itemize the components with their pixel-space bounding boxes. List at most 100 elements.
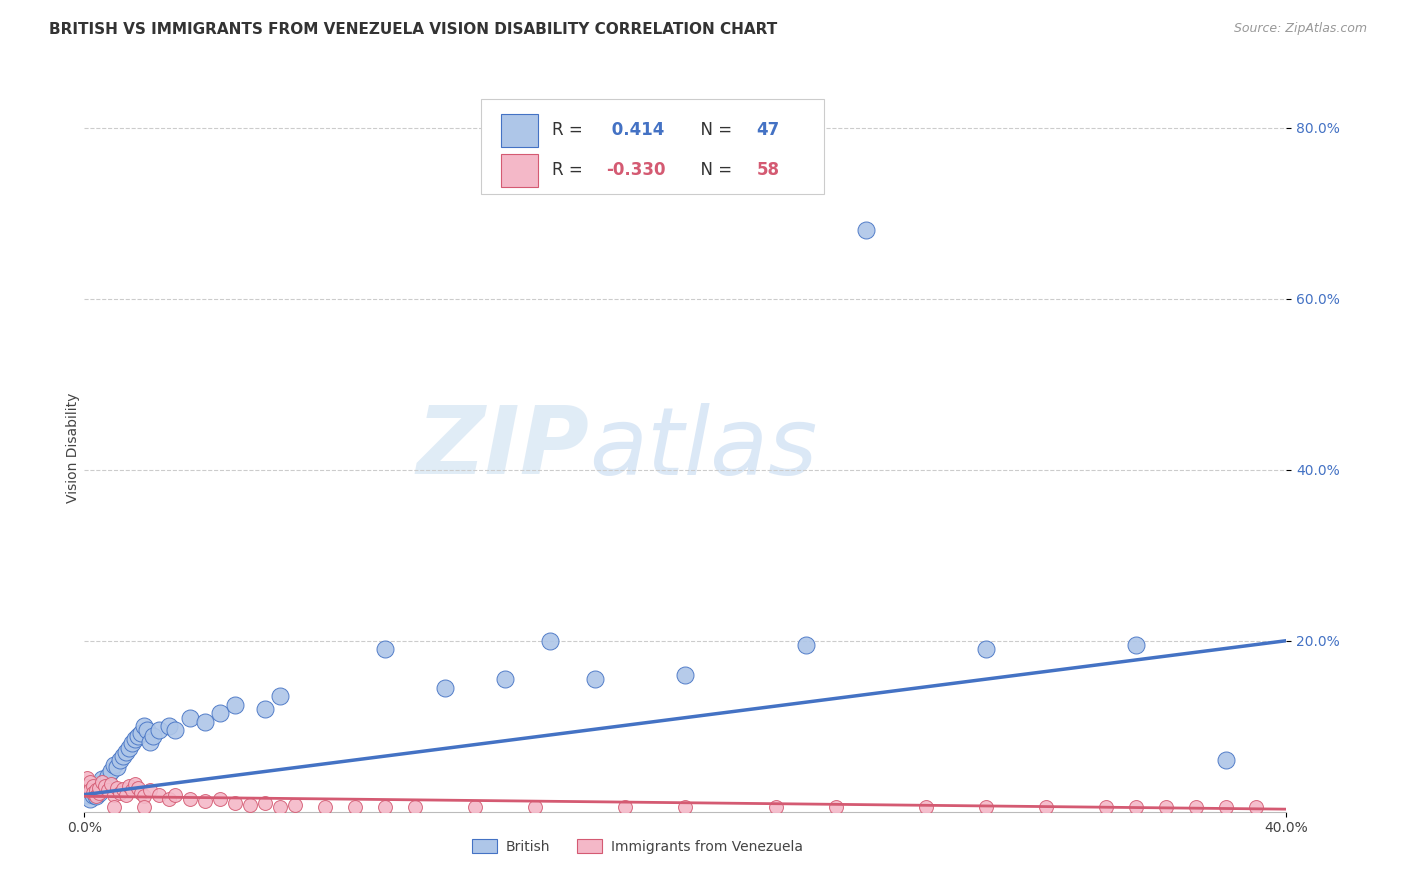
Point — [86, 780, 108, 795]
Point — [79, 774, 101, 789]
Point — [112, 749, 135, 764]
Point — [284, 797, 307, 812]
Point — [614, 800, 637, 814]
Point — [675, 668, 697, 682]
Point — [1125, 800, 1147, 814]
Point — [103, 800, 125, 814]
Point — [269, 690, 291, 704]
Point — [142, 730, 165, 744]
Point — [115, 745, 138, 759]
Point — [82, 788, 104, 802]
FancyBboxPatch shape — [502, 114, 537, 146]
Point — [494, 672, 516, 686]
Point — [89, 780, 111, 795]
Text: 58: 58 — [756, 161, 779, 179]
Point — [121, 783, 143, 797]
Point — [163, 788, 186, 802]
Point — [76, 771, 98, 785]
Point — [253, 796, 276, 810]
Point — [1035, 800, 1057, 814]
Point — [824, 800, 846, 814]
Point — [224, 796, 246, 810]
Point — [86, 789, 108, 804]
Legend: British, Immigrants from Venezuela: British, Immigrants from Venezuela — [467, 833, 808, 859]
Point — [124, 777, 146, 791]
Text: Source: ZipAtlas.com: Source: ZipAtlas.com — [1233, 22, 1367, 36]
Point — [148, 723, 170, 738]
Point — [134, 789, 156, 804]
Point — [89, 777, 111, 791]
Point — [76, 788, 98, 802]
Point — [374, 642, 396, 657]
Point — [239, 797, 262, 812]
Point — [131, 786, 153, 800]
Point — [89, 786, 111, 800]
Point — [110, 753, 132, 767]
Point — [1156, 800, 1178, 814]
Point — [82, 779, 104, 793]
Point — [139, 734, 162, 748]
Point — [103, 788, 125, 802]
Point — [82, 786, 104, 800]
Point — [79, 792, 101, 806]
Text: ZIP: ZIP — [416, 402, 589, 494]
Point — [314, 800, 336, 814]
Point — [974, 642, 997, 657]
Point — [91, 772, 114, 787]
Text: R =: R = — [553, 121, 588, 139]
Point — [524, 800, 547, 814]
Point — [124, 731, 146, 746]
Point — [89, 786, 111, 800]
Point — [121, 736, 143, 750]
Point — [118, 779, 141, 793]
Point — [97, 769, 120, 783]
Text: BRITISH VS IMMIGRANTS FROM VENEZUELA VISION DISABILITY CORRELATION CHART: BRITISH VS IMMIGRANTS FROM VENEZUELA VIS… — [49, 22, 778, 37]
Point — [434, 681, 457, 695]
Point — [139, 783, 162, 797]
Point — [194, 794, 217, 808]
Point — [208, 706, 231, 721]
Point — [1125, 638, 1147, 652]
Point — [163, 723, 186, 738]
Point — [1246, 800, 1268, 814]
Point — [1215, 753, 1237, 767]
Point — [675, 800, 697, 814]
Point — [1095, 800, 1118, 814]
Text: -0.330: -0.330 — [606, 161, 665, 179]
Point — [86, 789, 108, 804]
Point — [79, 783, 101, 797]
Point — [974, 800, 997, 814]
Point — [179, 792, 201, 806]
Point — [112, 782, 135, 797]
Text: R =: R = — [553, 161, 588, 179]
Point — [224, 698, 246, 712]
Point — [94, 774, 117, 789]
Point — [794, 638, 817, 652]
Point — [115, 788, 138, 802]
Point — [86, 783, 108, 797]
Point — [97, 783, 120, 797]
Text: N =: N = — [690, 161, 738, 179]
Point — [134, 800, 156, 814]
Point — [1215, 800, 1237, 814]
Point — [157, 792, 180, 806]
Text: N =: N = — [690, 121, 738, 139]
Text: 0.414: 0.414 — [606, 121, 665, 139]
FancyBboxPatch shape — [481, 99, 824, 194]
Point — [538, 633, 561, 648]
Point — [76, 779, 98, 793]
Point — [91, 774, 114, 789]
Point — [136, 723, 159, 738]
Point — [134, 719, 156, 733]
Point — [157, 719, 180, 733]
Point — [464, 800, 486, 814]
Point — [269, 800, 291, 814]
Point — [110, 786, 132, 800]
Point — [194, 714, 217, 729]
Point — [1185, 800, 1208, 814]
Y-axis label: Vision Disability: Vision Disability — [66, 393, 80, 503]
Point — [208, 792, 231, 806]
Point — [915, 800, 938, 814]
Point — [127, 780, 149, 795]
FancyBboxPatch shape — [502, 153, 537, 186]
